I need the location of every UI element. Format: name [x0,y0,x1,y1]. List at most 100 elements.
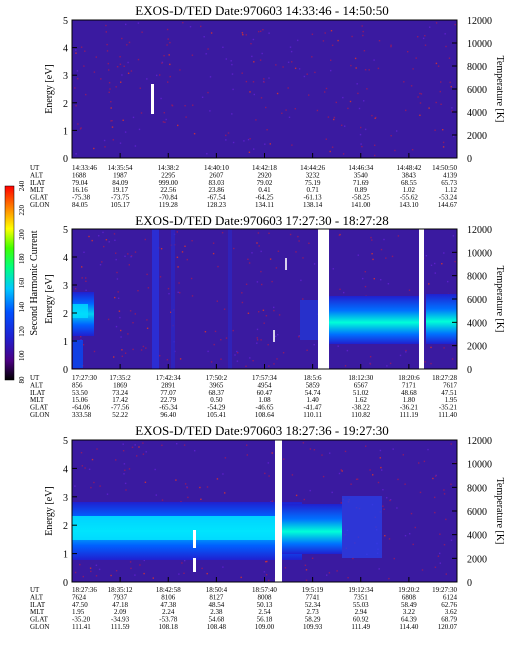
noise-dot [298,335,300,337]
noise-dot [194,450,196,452]
table-cell: -46.65 [255,404,274,412]
noise-dot [405,109,407,112]
noise-dot [123,463,126,465]
noise-dot [294,67,297,69]
noise-dot [124,482,127,485]
noise-dot [354,57,357,60]
table-row-label: GLON [30,411,49,419]
noise-dot [160,248,163,250]
noise-dot [355,478,358,480]
panel-3-y-label: Energy [eV] [44,486,55,536]
noise-dot [184,245,186,247]
noise-dot [289,46,292,48]
noise-dot [359,133,362,136]
noise-dot [362,34,364,37]
table-cell: 1.80 [403,396,416,404]
noise-dot [171,105,174,107]
table-cell: 83.03 [209,179,225,187]
noise-dot [326,574,328,576]
colorbar-tick-label: 240 [18,180,26,191]
panel-1: EXOS-D/TED Date:970603 14:33:46 - 14:50:… [30,3,505,209]
noise-dot [363,50,366,52]
panel-1-y-label: Energy [eV] [44,64,55,114]
table-cell: -38.22 [352,404,371,412]
noise-dot [184,483,187,485]
noise-dot [263,78,265,80]
noise-dot [284,567,287,569]
colorbar-tick-label: 100 [18,350,26,361]
noise-dot [168,54,170,56]
noise-dot [109,88,111,90]
noise-dot [361,25,363,27]
panel-2-left-band-core [72,304,88,318]
table-cell: 108.18 [159,623,179,631]
noise-dot [93,147,95,150]
noise-dot [386,365,388,367]
noise-dot [405,351,407,353]
noise-dot [91,239,93,242]
noise-dot [120,336,122,338]
noise-dot [445,45,447,48]
noise-dot [308,94,310,96]
noise-dot [327,116,330,118]
table-cell: 47.51 [441,389,457,397]
y-tick-label: 0 [63,154,68,165]
noise-dot [430,264,433,266]
noise-dot [330,69,332,72]
table-row-label: UT [30,164,40,172]
noise-dot [419,491,422,494]
table-cell: 60.92 [353,616,369,624]
noise-dot [262,309,265,311]
noise-dot [442,141,445,144]
noise-dot [443,347,445,349]
table-cell: 108.48 [207,623,227,631]
noise-dot [231,113,233,115]
noise-dot [74,288,77,290]
y-tick-label: 3 [63,281,68,292]
noise-dot [268,579,270,582]
noise-dot [142,345,145,348]
colorbar-tick-label: 180 [18,253,26,264]
noise-dot [383,508,385,510]
noise-dot [361,145,363,148]
table-cell: 856 [72,381,83,389]
noise-dot [209,110,211,112]
noise-dot [186,486,188,489]
noise-dot [453,135,455,138]
noise-dot [130,567,132,570]
table-cell: -77.56 [111,404,130,412]
noise-dot [96,448,98,450]
noise-dot [108,82,111,84]
noise-dot [434,496,436,499]
noise-dot [264,143,266,145]
noise-dot [253,93,255,96]
table-cell: 51.02 [353,389,369,397]
noise-dot [90,570,92,573]
noise-dot [342,153,345,155]
noise-dot [75,52,77,54]
noise-dot [93,71,96,73]
table-cell: 110.11 [303,411,322,419]
noise-dot [374,117,376,119]
noise-dot [182,22,184,24]
table-row-label: UT [30,374,40,382]
noise-dot [206,486,209,488]
noise-dot [161,499,164,501]
table-cell: 19:20:2 [398,586,420,594]
noise-dot [123,65,125,67]
noise-dot [152,577,154,579]
noise-dot [449,81,451,84]
noise-dot [415,57,417,59]
noise-dot [115,86,117,88]
noise-dot [144,238,146,241]
noise-dot [256,242,258,244]
noise-dot [445,573,447,575]
noise-dot [294,108,296,110]
noise-dot [434,129,436,131]
noise-dot [297,39,299,42]
noise-dot [369,363,372,365]
colorbar-tick-label: 120 [18,326,26,337]
noise-dot [176,443,178,445]
noise-dot [84,50,86,52]
table-cell: 50.13 [257,601,273,609]
